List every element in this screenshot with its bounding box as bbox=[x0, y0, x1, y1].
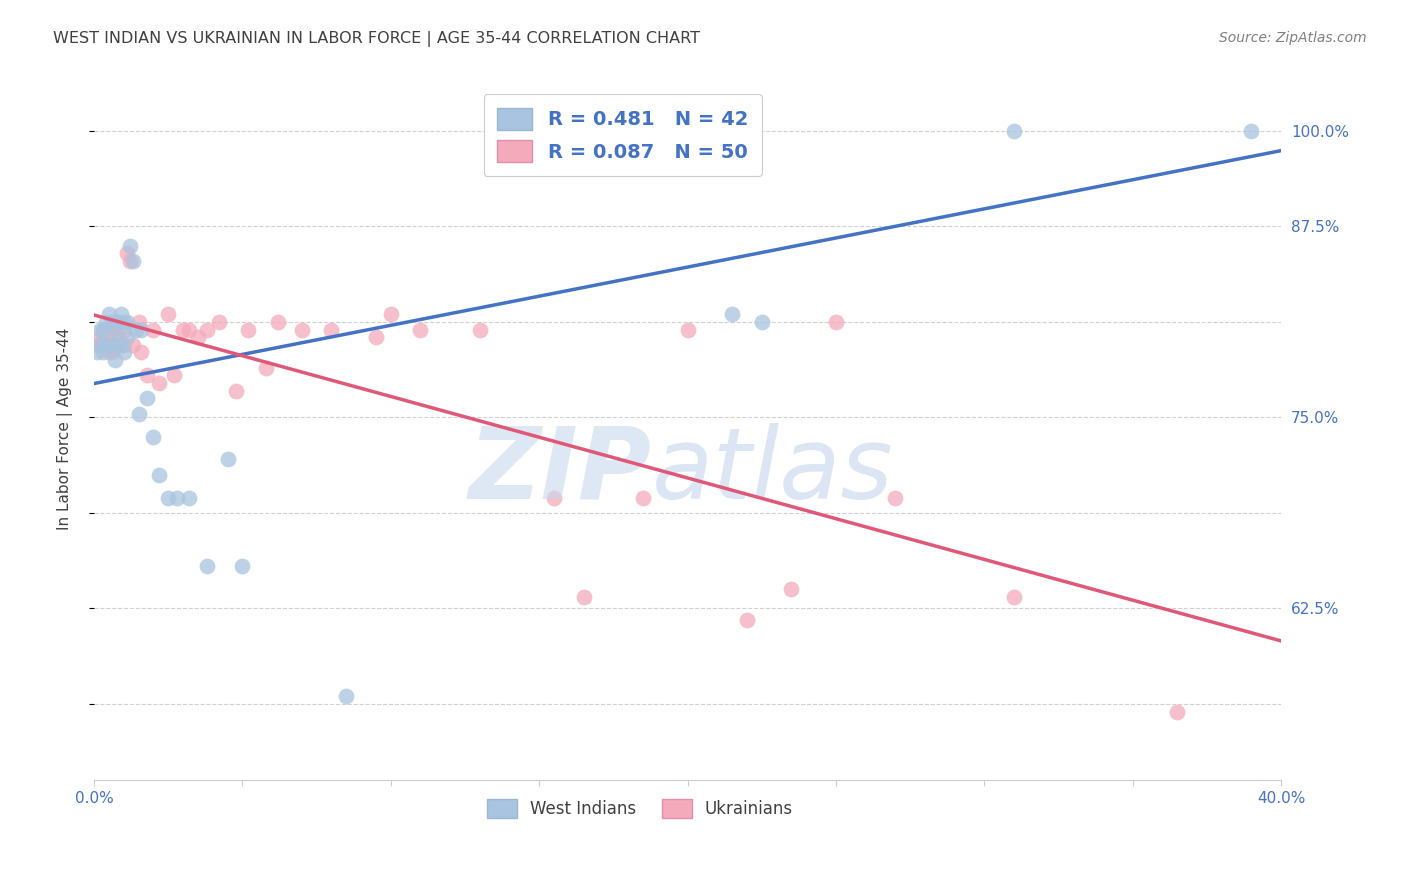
Point bbox=[148, 376, 170, 390]
Point bbox=[157, 307, 180, 321]
Point bbox=[238, 322, 260, 336]
Point bbox=[110, 307, 132, 321]
Point bbox=[118, 253, 141, 268]
Point bbox=[101, 322, 124, 336]
Point bbox=[89, 330, 111, 344]
Point bbox=[364, 330, 387, 344]
Point bbox=[780, 582, 803, 597]
Point bbox=[121, 253, 143, 268]
Point bbox=[128, 315, 150, 329]
Point bbox=[107, 338, 129, 352]
Point bbox=[187, 330, 209, 344]
Y-axis label: In Labor Force | Age 35-44: In Labor Force | Age 35-44 bbox=[58, 327, 73, 530]
Point bbox=[101, 315, 124, 329]
Point bbox=[291, 322, 314, 336]
Point bbox=[631, 491, 654, 505]
Point bbox=[163, 368, 186, 383]
Point bbox=[118, 238, 141, 252]
Point bbox=[217, 452, 239, 467]
Point bbox=[91, 322, 114, 336]
Point bbox=[676, 322, 699, 336]
Point bbox=[89, 338, 111, 352]
Point bbox=[142, 322, 165, 336]
Point bbox=[101, 338, 124, 352]
Point bbox=[107, 315, 129, 329]
Point bbox=[94, 338, 117, 352]
Point bbox=[101, 345, 124, 359]
Point bbox=[115, 246, 138, 260]
Point bbox=[86, 338, 108, 352]
Point bbox=[112, 345, 135, 359]
Point bbox=[267, 315, 290, 329]
Point bbox=[825, 315, 848, 329]
Point bbox=[1002, 590, 1025, 604]
Point bbox=[136, 392, 159, 406]
Text: Source: ZipAtlas.com: Source: ZipAtlas.com bbox=[1219, 31, 1367, 45]
Point bbox=[91, 322, 114, 336]
Point bbox=[115, 330, 138, 344]
Point bbox=[1240, 124, 1263, 138]
Point bbox=[692, 124, 714, 138]
Point bbox=[86, 345, 108, 359]
Point bbox=[166, 491, 188, 505]
Point bbox=[751, 315, 773, 329]
Point bbox=[1002, 124, 1025, 138]
Point bbox=[142, 429, 165, 443]
Legend: West Indians, Ukrainians: West Indians, Ukrainians bbox=[481, 792, 800, 825]
Point bbox=[884, 491, 907, 505]
Point bbox=[97, 307, 120, 321]
Text: WEST INDIAN VS UKRAINIAN IN LABOR FORCE | AGE 35-44 CORRELATION CHART: WEST INDIAN VS UKRAINIAN IN LABOR FORCE … bbox=[53, 31, 700, 47]
Point bbox=[91, 345, 114, 359]
Point bbox=[107, 330, 129, 344]
Point bbox=[468, 322, 491, 336]
Point bbox=[104, 322, 127, 336]
Point bbox=[721, 307, 744, 321]
Point bbox=[89, 322, 111, 336]
Point bbox=[136, 368, 159, 383]
Point bbox=[97, 345, 120, 359]
Point bbox=[177, 491, 200, 505]
Point bbox=[676, 124, 699, 138]
Point bbox=[543, 491, 565, 505]
Point bbox=[94, 315, 117, 329]
Point bbox=[131, 345, 153, 359]
Point bbox=[148, 467, 170, 482]
Point bbox=[112, 338, 135, 352]
Point bbox=[231, 559, 253, 574]
Point bbox=[735, 613, 758, 627]
Point bbox=[335, 690, 357, 704]
Point bbox=[104, 353, 127, 368]
Point bbox=[225, 384, 247, 398]
Point bbox=[124, 322, 146, 336]
Point bbox=[97, 322, 120, 336]
Point bbox=[195, 322, 218, 336]
Text: atlas: atlas bbox=[652, 423, 894, 519]
Point bbox=[128, 407, 150, 421]
Point bbox=[110, 338, 132, 352]
Point bbox=[254, 360, 277, 375]
Point bbox=[208, 315, 231, 329]
Point bbox=[409, 322, 432, 336]
Point bbox=[110, 338, 132, 352]
Point bbox=[172, 322, 194, 336]
Point bbox=[1166, 705, 1188, 719]
Point bbox=[97, 338, 120, 352]
Point bbox=[115, 315, 138, 329]
Point bbox=[91, 338, 114, 352]
Point bbox=[94, 338, 117, 352]
Point bbox=[157, 491, 180, 505]
Point bbox=[104, 338, 127, 352]
Point bbox=[572, 590, 595, 604]
Text: ZIP: ZIP bbox=[470, 423, 652, 519]
Point bbox=[177, 322, 200, 336]
Point bbox=[195, 559, 218, 574]
Point bbox=[321, 322, 343, 336]
Point bbox=[380, 307, 402, 321]
Point bbox=[112, 315, 135, 329]
Point bbox=[121, 338, 143, 352]
Point bbox=[131, 322, 153, 336]
Point bbox=[112, 322, 135, 336]
Point bbox=[107, 315, 129, 329]
